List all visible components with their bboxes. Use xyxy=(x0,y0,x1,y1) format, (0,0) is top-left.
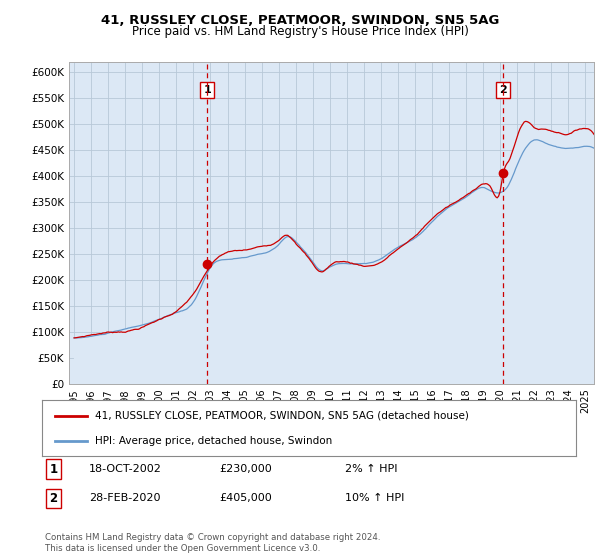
Text: 41, RUSSLEY CLOSE, PEATMOOR, SWINDON, SN5 5AG (detached house): 41, RUSSLEY CLOSE, PEATMOOR, SWINDON, SN… xyxy=(95,410,469,421)
Text: 2: 2 xyxy=(49,492,58,505)
Text: £230,000: £230,000 xyxy=(219,464,272,474)
Text: 1: 1 xyxy=(203,85,211,95)
Text: Contains HM Land Registry data © Crown copyright and database right 2024.
This d: Contains HM Land Registry data © Crown c… xyxy=(45,533,380,553)
Text: Price paid vs. HM Land Registry's House Price Index (HPI): Price paid vs. HM Land Registry's House … xyxy=(131,25,469,38)
Text: 2: 2 xyxy=(499,85,507,95)
Text: 10% ↑ HPI: 10% ↑ HPI xyxy=(345,493,404,503)
Text: 41, RUSSLEY CLOSE, PEATMOOR, SWINDON, SN5 5AG: 41, RUSSLEY CLOSE, PEATMOOR, SWINDON, SN… xyxy=(101,14,499,27)
Text: 28-FEB-2020: 28-FEB-2020 xyxy=(89,493,160,503)
Text: 18-OCT-2002: 18-OCT-2002 xyxy=(89,464,161,474)
Text: £405,000: £405,000 xyxy=(219,493,272,503)
Text: 1: 1 xyxy=(49,463,58,476)
Text: 2% ↑ HPI: 2% ↑ HPI xyxy=(345,464,398,474)
Text: HPI: Average price, detached house, Swindon: HPI: Average price, detached house, Swin… xyxy=(95,436,332,446)
